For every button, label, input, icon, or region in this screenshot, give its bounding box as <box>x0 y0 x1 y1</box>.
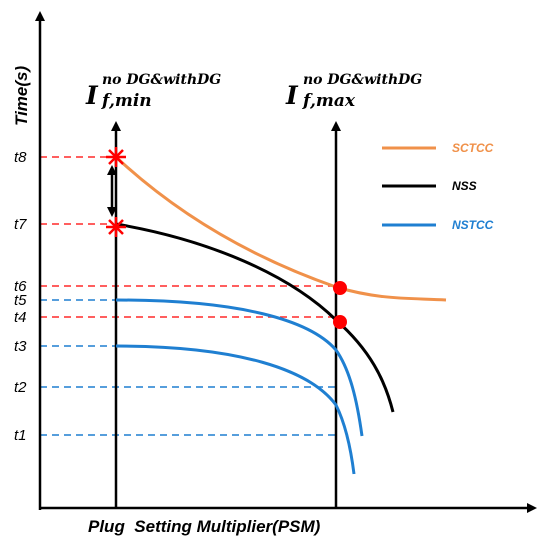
nss-curve <box>115 222 395 413</box>
y-axis-title: Time(s) <box>12 66 31 126</box>
legend-nss-label: NSS <box>452 179 477 193</box>
fault-min-sub: f,min <box>101 91 152 111</box>
tick-t4: t4 <box>14 309 27 326</box>
tick-t6: t6 <box>14 278 27 295</box>
tick-t5: t5 <box>14 292 27 309</box>
fault-min-base: I <box>85 81 99 110</box>
tick-t8: t8 <box>14 149 27 166</box>
dot-marker-t4 <box>333 315 347 329</box>
tick-t2: t2 <box>14 379 27 396</box>
star-marker-t7 <box>106 217 126 237</box>
fault-max-label: I no DG&withDG f,max <box>285 72 422 111</box>
legend-sctcc-label: SCTCC <box>452 141 494 155</box>
x-axis-title: Plug Setting Multiplier(PSM) <box>88 517 321 536</box>
fault-max-sub: f,max <box>302 91 356 111</box>
tick-t1: t1 <box>14 427 27 444</box>
fault-min-label: I no DG&withDG f,min <box>85 72 221 111</box>
nstcc-curve-2 <box>115 344 356 475</box>
fault-max-base: I <box>285 81 299 110</box>
tick-t3: t3 <box>14 338 27 355</box>
fault-min-sup: no DG&withDG <box>102 72 221 88</box>
star-marker-t8 <box>106 147 126 167</box>
sctcc-curve <box>114 155 447 302</box>
legend-nstcc-label: NSTCC <box>452 218 494 232</box>
nstcc-curve-1 <box>115 298 364 437</box>
legend: SCTCC NSS NSTCC <box>382 141 494 232</box>
fault-max-sup: no DG&withDG <box>303 72 422 88</box>
tick-t7: t7 <box>14 216 27 233</box>
dot-marker-t6 <box>333 281 347 295</box>
